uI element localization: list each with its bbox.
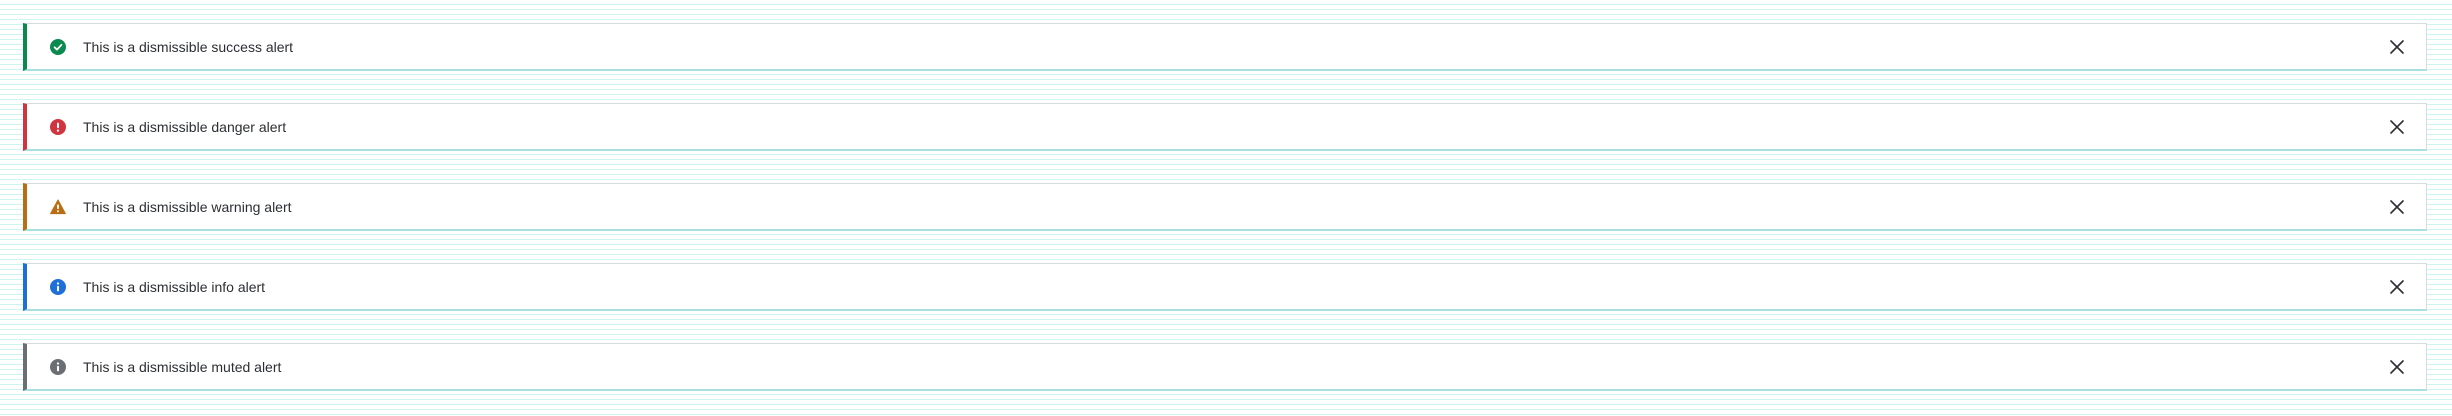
alert-danger: This is a dismissible danger alert bbox=[23, 103, 2427, 151]
close-button[interactable] bbox=[2386, 276, 2408, 298]
close-button[interactable] bbox=[2386, 356, 2408, 378]
alert-warning: This is a dismissible warning alert bbox=[23, 183, 2427, 231]
close-icon[interactable] bbox=[2390, 359, 2404, 374]
info-circle-icon bbox=[50, 278, 66, 295]
close-button[interactable] bbox=[2386, 196, 2408, 218]
alert-info-text: This is a dismissible info alert bbox=[83, 278, 266, 295]
close-icon[interactable] bbox=[2390, 199, 2404, 214]
check-circle-icon bbox=[50, 38, 66, 55]
exclamation-circle-icon bbox=[50, 118, 66, 135]
alert-info: This is a dismissible info alert bbox=[23, 263, 2427, 311]
alert-success: This is a dismissible success alert bbox=[23, 23, 2427, 71]
info-circle-icon bbox=[50, 358, 66, 375]
alert-success-text: This is a dismissible success alert bbox=[83, 38, 294, 55]
close-icon[interactable] bbox=[2390, 279, 2404, 294]
alert-danger-text: This is a dismissible danger alert bbox=[83, 118, 287, 135]
warning-triangle-icon bbox=[50, 199, 66, 215]
close-icon[interactable] bbox=[2390, 39, 2404, 54]
alert-muted-text: This is a dismissible muted alert bbox=[83, 358, 282, 375]
close-button[interactable] bbox=[2386, 116, 2408, 138]
close-button[interactable] bbox=[2386, 36, 2408, 58]
close-icon[interactable] bbox=[2390, 119, 2404, 134]
alert-muted: This is a dismissible muted alert bbox=[23, 343, 2427, 391]
alert-warning-text: This is a dismissible warning alert bbox=[83, 198, 292, 215]
